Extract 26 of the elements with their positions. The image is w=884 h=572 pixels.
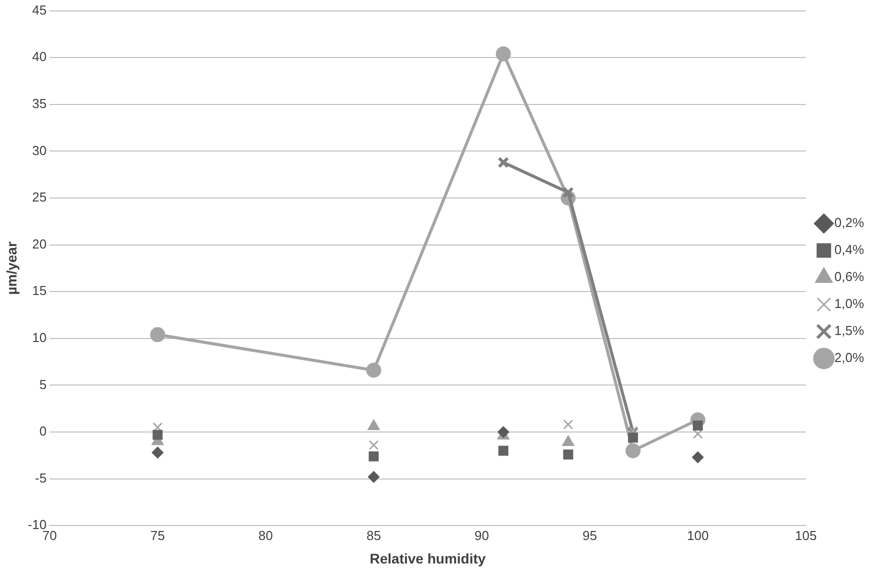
x-tick-label: 95 <box>582 528 598 543</box>
y-tick-label: 0 <box>39 424 47 439</box>
legend-label: 1,5% <box>834 323 864 338</box>
legend-label: 2,0% <box>834 350 864 366</box>
y-tick-label: 5 <box>39 376 47 392</box>
y-tick-label: -5 <box>35 470 47 486</box>
x-axis-title: Relative humidity <box>370 550 486 566</box>
x-tick-label: 85 <box>366 528 381 543</box>
legend-label: 0,2% <box>834 215 864 230</box>
y-tick-label: 30 <box>32 142 47 158</box>
y-tick-label: 35 <box>32 96 47 111</box>
y-tick-label: 10 <box>32 330 47 345</box>
x-tick-label: 105 <box>795 528 817 543</box>
y-tick-label: 40 <box>32 49 47 64</box>
legend-label: 0,4% <box>834 242 864 258</box>
y-tick-label: 15 <box>32 283 47 298</box>
y-tick-label: 20 <box>32 236 47 252</box>
y-tick-label: 25 <box>32 190 47 205</box>
y-axis-title: µm/year <box>3 241 20 295</box>
x-tick-label: 80 <box>258 528 273 543</box>
legend-label: 1,0% <box>834 296 864 312</box>
legend-label: 0,6% <box>834 269 864 284</box>
x-tick-label: 90 <box>474 528 489 543</box>
y-tick-label: 45 <box>32 2 47 18</box>
x-tick-label: 100 <box>686 528 709 543</box>
x-tick-label: 75 <box>150 528 165 543</box>
